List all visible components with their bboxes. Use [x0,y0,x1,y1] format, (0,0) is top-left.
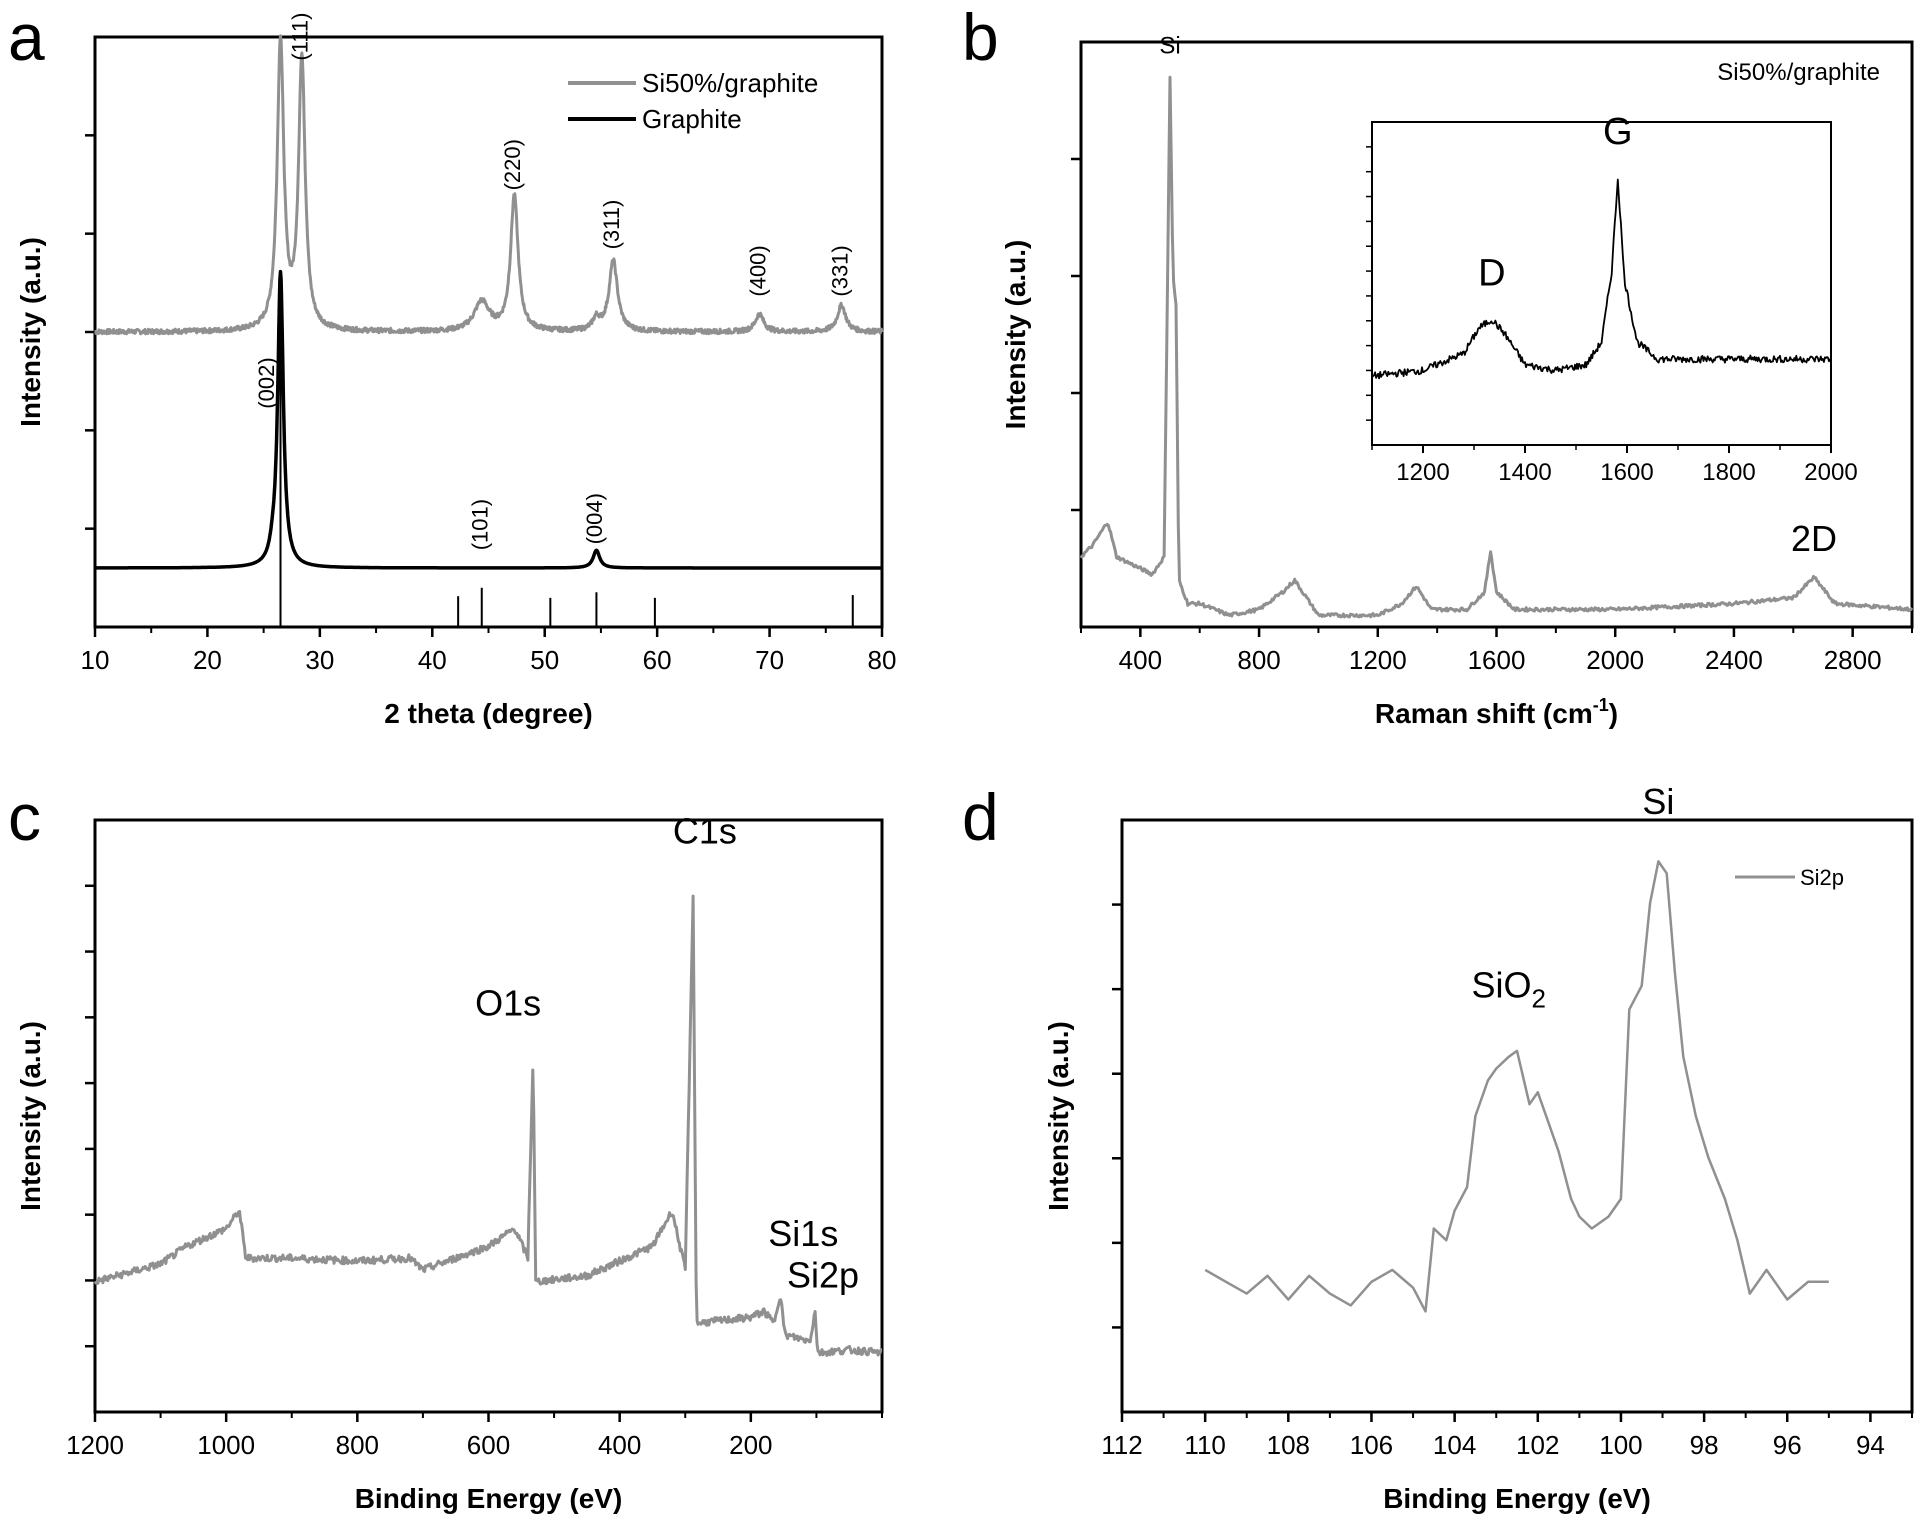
peak-label: (331) [827,245,852,296]
inset-x-tick-label: 1200 [1396,459,1449,486]
inset-x-tick-label: 2000 [1804,459,1857,486]
y-axis-title: Intensity (a.u.) [15,1021,46,1211]
x-tick-label: 2000 [1586,645,1644,675]
panel-label: d [962,780,999,854]
inset-chart: 1200 1400 1600 1800 2000 D G [1366,111,1858,486]
x-tick-label: 110 [1184,1430,1225,1460]
x-tick-label: 200 [729,1430,772,1460]
peak-label: 2D [1791,518,1837,559]
peak-label: (311) [599,200,624,250]
x-axis-title-text: Binding Energy (eV) [1383,1483,1651,1514]
x-tick-label: 20 [193,645,222,675]
legend-label: Si50%/graphite [642,68,818,98]
x-tick-label: 112 [1101,1430,1142,1460]
y-axis-title: Intensity (a.u.) [1000,240,1031,430]
inset-x-tick-label: 1400 [1498,459,1551,486]
peak-label: (101) [468,499,493,550]
panel-d-xps-si2p: 112 110 108 106 104 102 100 98 96 94 Si SiO2 Si2p Bin… [962,780,1914,1514]
inset-peak-label: D [1478,253,1505,295]
x-axis-title: Binding Energy (eV) [355,1483,623,1514]
peak-label: (400) [745,245,770,296]
peak-label-text: Si [1642,781,1674,822]
x-tick-label: 104 [1433,1430,1476,1460]
series-line-graphite [93,269,884,570]
x-tick-label: 1200 [1349,645,1407,675]
peak-label: Si1s [768,1213,838,1254]
x-tick-label: 50 [530,645,559,675]
x-axis-title-text: Binding Energy (eV) [355,1483,623,1514]
chart-title: Si50%/graphite [1717,59,1880,86]
x-tick-label: 10 [81,645,110,675]
peak-label: Si [1642,781,1674,822]
x-axis-title: Binding Energy (eV) [1383,1483,1651,1514]
inset-frame [1371,121,1832,446]
x-tick-label: 400 [1119,645,1162,675]
panel-label: c [8,780,41,854]
x-tick-label: 80 [868,645,897,675]
legend-label: Si2p [1800,865,1844,890]
x-tick-label: 1200 [66,1430,124,1460]
series-line-si50-graphite [94,34,884,336]
x-tick-label: 1600 [1468,645,1526,675]
legend-label: Graphite [642,104,742,134]
x-tick-label: 800 [1237,645,1280,675]
x-tick-label: 2400 [1705,645,1763,675]
x-tick-label: 100 [1599,1430,1642,1460]
peak-label-text: SiO [1471,965,1531,1006]
x-tick-label: 102 [1516,1430,1559,1460]
panel-label: a [8,0,45,74]
series-line-xps-survey [93,894,883,1357]
peak-label: Si2p [787,1255,859,1296]
peak-label: O1s [475,982,541,1023]
x-tick-label: 94 [1856,1430,1885,1460]
x-axis-title-text: 2 theta (degree) [384,698,593,729]
peak-label: (111) [288,13,313,61]
x-axis-title-end: ) [1609,698,1618,729]
x-tick-label: 30 [305,645,334,675]
inset-series-line [1371,178,1832,380]
inset-peak-label: G [1603,111,1633,153]
x-tick-label: 40 [418,645,447,675]
x-axis-title-sup: -1 [1593,695,1609,715]
x-tick-label: 106 [1350,1430,1393,1460]
peak-label: Si [1159,33,1180,60]
peak-label: (002) [254,357,279,408]
x-tick-label: 1000 [197,1430,255,1460]
peak-label-sub: 2 [1531,984,1545,1014]
panel-b-raman: 400 800 1200 1600 2000 2400 2800 Si50%/graphite… [962,0,1914,729]
panel-a-xrd: 10 20 30 40 50 60 70 80 (111) (220) (311) (400) (331… [8,0,896,729]
inset-x-tick-label: 1600 [1600,459,1653,486]
series-line-si2p [1204,860,1829,1313]
y-axis-title: Intensity (a.u.) [15,237,46,427]
peak-label: (220) [500,139,525,190]
x-tick-label: 800 [336,1430,379,1460]
peak-label: C1s [673,811,737,852]
plot-frame [1120,818,1914,1414]
series-line-raman [1079,75,1914,619]
x-tick-label: 60 [643,645,672,675]
x-axis-title: 2 theta (degree) [384,698,593,729]
x-tick-label: 2800 [1824,645,1882,675]
x-axis-title: Raman shift (cm-1) [1375,695,1618,729]
x-tick-label: 98 [1690,1430,1719,1460]
plot-frame [93,818,884,1414]
y-axis-title: Intensity (a.u.) [1043,1021,1074,1211]
x-tick-label: 600 [467,1430,510,1460]
x-tick-label: 70 [755,645,784,675]
peak-label: (004) [582,493,607,544]
x-axis-title-text: Raman shift (cm [1375,698,1593,729]
inset-x-tick-label: 1800 [1702,459,1755,486]
peak-label: SiO2 [1471,965,1545,1014]
x-tick-label: 108 [1267,1430,1310,1460]
x-tick-label: 400 [598,1430,641,1460]
panel-label: b [962,0,999,74]
x-tick-label: 96 [1773,1430,1802,1460]
